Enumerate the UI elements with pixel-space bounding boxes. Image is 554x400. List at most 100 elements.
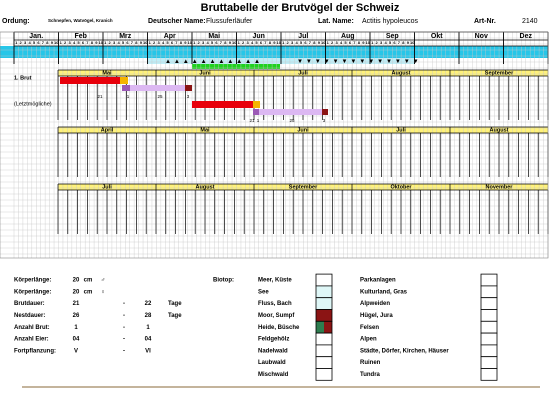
brood-bar: [130, 85, 185, 91]
day-label: 7: [220, 40, 223, 45]
day-label: 2: [242, 40, 245, 45]
stat-value: -: [123, 337, 125, 343]
brood-bar: [322, 109, 328, 115]
day-label: 8: [46, 40, 49, 45]
triangle-down: [298, 59, 302, 64]
day-label: 1: [238, 40, 241, 45]
day-label: 1: [149, 40, 152, 45]
brood-bar: [120, 77, 128, 84]
triangle-down: [387, 59, 391, 64]
stat-value: 1: [74, 325, 78, 331]
stat-value: VI: [145, 348, 151, 354]
biotop-fill: [316, 344, 332, 357]
triangle-down: [413, 59, 418, 64]
stat-label: Fortpflanzung:: [14, 348, 56, 354]
biotop-fill: [316, 309, 332, 322]
day-label: 5: [33, 40, 36, 45]
stat-value: cm: [84, 289, 93, 295]
day-label: 5: [77, 40, 80, 45]
biotop-name: Mischwald: [258, 372, 289, 378]
biotop-name: Nadelwald: [258, 348, 288, 354]
day-label: 1: [371, 40, 374, 45]
section-month: Juli: [396, 128, 406, 134]
stat-value: ♀: [101, 289, 106, 295]
stat-value: 26: [73, 313, 80, 319]
day-label: 6: [215, 40, 218, 45]
section-month: Juli: [298, 71, 308, 77]
day-label: 6: [349, 40, 352, 45]
row-label: 1. Brut: [14, 75, 32, 81]
day-label: 8: [402, 40, 405, 45]
day-label: 1: [104, 40, 107, 45]
field-value: Schnepfen, Watvögel, Kranich: [48, 18, 113, 23]
day-label: 5: [122, 40, 125, 45]
day-label: 5: [389, 40, 392, 45]
stat-value: 04: [73, 337, 80, 343]
section-month: August: [490, 128, 509, 134]
biotop-name: Meer, Küste: [258, 278, 292, 284]
biotop-name: Hügel, Jura: [360, 313, 393, 319]
biotop-fill: [481, 297, 497, 310]
stat-label: Anzahl Eier:: [14, 337, 49, 343]
day-label: 7: [131, 40, 134, 45]
day-label: 3: [113, 40, 116, 45]
day-label: 2: [376, 40, 379, 45]
stat-value: 22: [145, 301, 152, 307]
day-label: 10: [232, 40, 237, 45]
day-label: 1: [15, 40, 18, 45]
triangle-up: [219, 59, 224, 63]
triangle-down: [307, 59, 311, 64]
day-label: 10: [99, 40, 104, 45]
day-label: 4: [117, 40, 120, 45]
section-month: September: [485, 71, 514, 77]
biotop-name: Tundra: [360, 372, 381, 378]
stat-label: Nestdauer:: [14, 313, 45, 319]
triangle-down: [378, 59, 382, 64]
day-label: 1: [193, 40, 196, 45]
stat-label: Körperlänge:: [14, 289, 51, 295]
biotop-fill: [481, 368, 497, 381]
day-label: 6: [171, 40, 174, 45]
stat-value: cm: [84, 278, 93, 284]
day-label: 4: [162, 40, 165, 45]
day-label: 8: [91, 40, 94, 45]
triangle-up: [246, 59, 250, 63]
field-label: Lat. Name:: [318, 18, 354, 25]
section-month: Juni: [199, 71, 211, 77]
title: Bruttabelle der Brutvögel der Schweiz: [201, 2, 400, 14]
day-label: 4: [73, 40, 76, 45]
biotop-fill: [481, 356, 497, 369]
day-label: 9: [184, 40, 187, 45]
biotop-name: Städte, Dörfer, Kirchen, Häuser: [360, 348, 449, 354]
stat-value: -: [123, 348, 125, 354]
biotop-name: Feldgehölz: [258, 337, 289, 343]
biotop-name: Felsen: [360, 325, 379, 331]
day-label: 1: [282, 40, 285, 45]
section-header: [58, 70, 548, 76]
biotop-name: Heide, Büsche: [258, 325, 300, 331]
day-label: 4: [28, 40, 31, 45]
day-number: 3: [323, 118, 326, 123]
biotop-fill: [316, 297, 332, 310]
month-label: Mrz: [119, 33, 132, 40]
day-label: 6: [393, 40, 396, 45]
day-number: 25: [157, 94, 163, 99]
biotop-name: Fluss, Bach: [258, 301, 292, 307]
day-label: 5: [344, 40, 347, 45]
section-month: Oktober: [390, 185, 412, 191]
month-label: Mai: [208, 33, 220, 40]
day-label: 6: [82, 40, 85, 45]
biotop-fill: [316, 368, 332, 381]
day-label: 2: [109, 40, 112, 45]
triangle-up: [175, 59, 179, 63]
triangle-up: [210, 59, 215, 63]
biotop-name: Laubwald: [258, 360, 286, 366]
day-label: 10: [321, 40, 326, 45]
day-label: 10: [188, 40, 193, 45]
day-label: 9: [318, 40, 321, 45]
stat-value: 04: [145, 337, 152, 343]
day-label: 8: [313, 40, 316, 45]
day-label: 7: [353, 40, 356, 45]
month-label: Dez: [520, 33, 533, 40]
